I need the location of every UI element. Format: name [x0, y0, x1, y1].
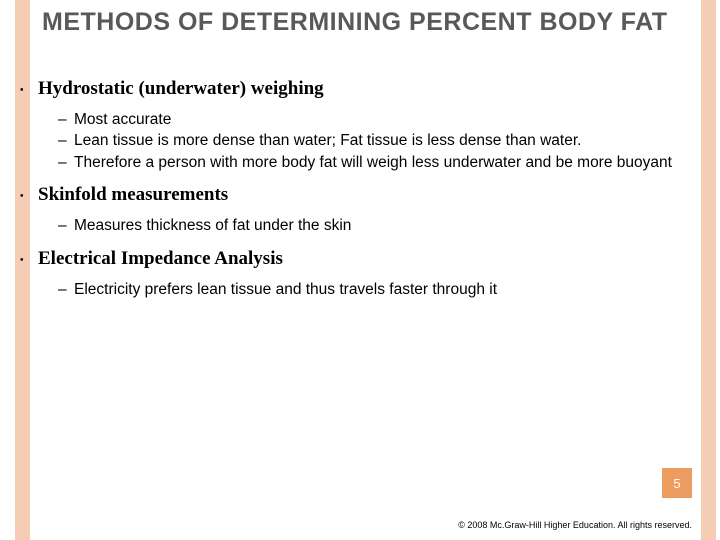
bullet-icon: •	[20, 78, 38, 104]
copyright-text: © 2008 Mc.Graw-Hill Higher Education. Al…	[458, 520, 692, 530]
heading-text: Hydrostatic (underwater) weighing	[38, 78, 324, 104]
slide: METHODS OF DETERMINING PERCENT BODY FAT …	[0, 0, 720, 540]
dash-icon: –	[58, 216, 74, 235]
point-text: Most accurate	[74, 110, 700, 129]
heading-text: Electrical Impedance Analysis	[38, 248, 283, 274]
point-text: Electricity prefers lean tissue and thus…	[74, 280, 700, 299]
point-text: Lean tissue is more dense than water; Fa…	[74, 131, 700, 150]
list-item: – Electricity prefers lean tissue and th…	[58, 280, 700, 299]
section-heading: • Skinfold measurements	[20, 184, 700, 210]
heading-text: Skinfold measurements	[38, 184, 228, 210]
slide-content: • Hydrostatic (underwater) weighing – Mo…	[20, 78, 700, 301]
list-item: – Most accurate	[58, 110, 700, 129]
right-rail	[701, 0, 716, 540]
section-heading: • Electrical Impedance Analysis	[20, 248, 700, 274]
page-number-badge: 5	[662, 468, 692, 498]
dash-icon: –	[58, 153, 74, 172]
point-text: Measures thickness of fat under the skin	[74, 216, 700, 235]
bullet-icon: •	[20, 248, 38, 274]
dash-icon: –	[58, 110, 74, 129]
dash-icon: –	[58, 131, 74, 150]
point-text: Therefore a person with more body fat wi…	[74, 153, 700, 172]
list-item: – Therefore a person with more body fat …	[58, 153, 700, 172]
list-item: – Lean tissue is more dense than water; …	[58, 131, 700, 150]
bullet-icon: •	[20, 184, 38, 210]
section-heading: • Hydrostatic (underwater) weighing	[20, 78, 700, 104]
dash-icon: –	[58, 280, 74, 299]
slide-title: METHODS OF DETERMINING PERCENT BODY FAT	[42, 8, 682, 37]
list-item: – Measures thickness of fat under the sk…	[58, 216, 700, 235]
